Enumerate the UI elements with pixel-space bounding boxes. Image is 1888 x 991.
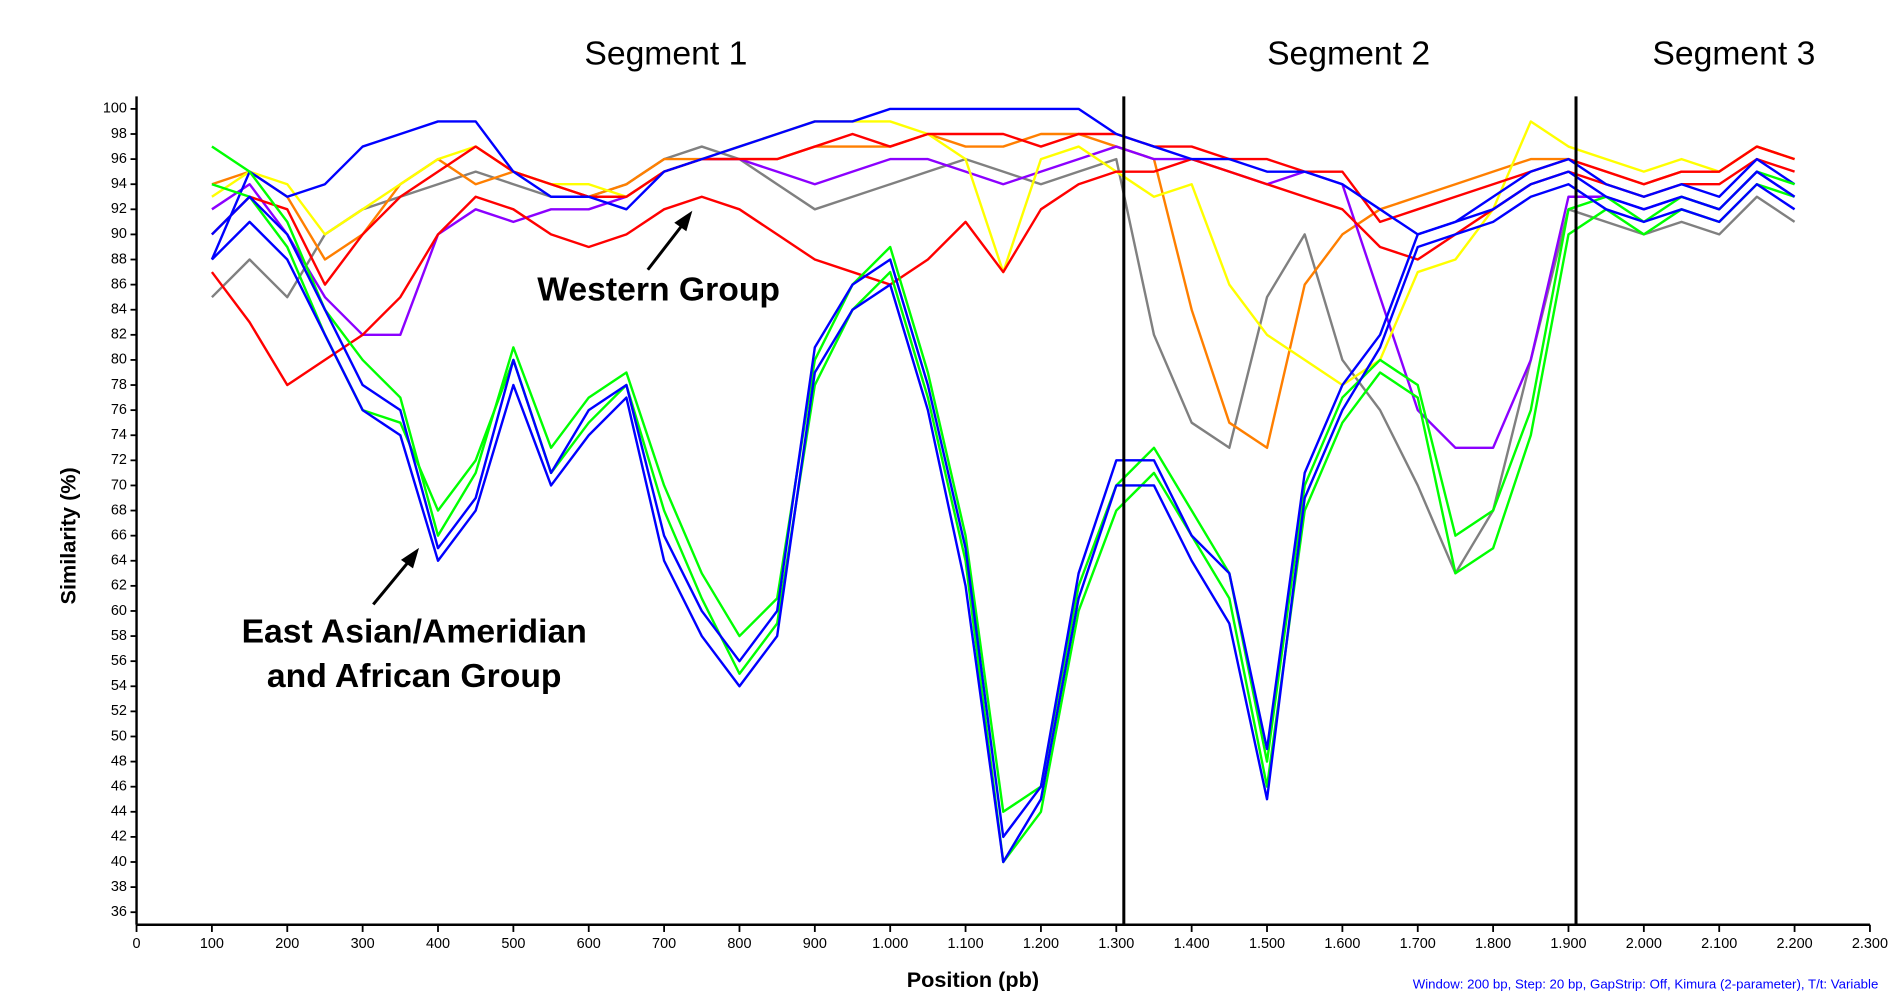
x-tick-label: 1.700 [1400,936,1436,952]
series-line [211,145,1795,813]
y-tick-label: 54 [111,678,127,694]
y-tick-label: 96 [111,151,127,167]
series-line [211,183,1796,864]
y-tick-label: 56 [111,653,127,669]
annotation-arrow [372,555,415,606]
annotation: East Asian/Ameridian [242,612,587,650]
x-tick-label: 1.500 [1249,936,1285,952]
segment-label: Segment 3 [1652,34,1815,72]
x-tick-label: 400 [426,936,450,952]
y-tick-label: 44 [111,804,127,820]
y-tick-label: 50 [111,728,127,744]
series-line [210,107,1796,260]
x-tick-label: 1.300 [1098,936,1134,952]
annotation-arrowhead [674,210,693,232]
x-tick-label: 1.600 [1324,936,1360,952]
x-tick-label: 2.200 [1777,936,1813,952]
x-tick-label: 1.800 [1475,936,1511,952]
annotation: and African Group [267,657,562,695]
y-axis-label: Similarity (%) [56,467,81,604]
y-tick-label: 76 [111,402,127,418]
x-tick-label: 1.400 [1174,936,1210,952]
y-tick-label: 40 [111,854,127,870]
x-tick-label: 100 [200,936,224,952]
y-tick-label: 72 [111,452,127,468]
x-tick-label: 1.100 [947,936,983,952]
y-tick-label: 86 [111,276,127,292]
annotations: Western Group East Asian/Ameridian and A… [242,210,780,695]
x-tick-label: 600 [577,936,601,952]
x-tick-label: 300 [351,936,375,952]
x-tick-label: 700 [652,936,676,952]
series-line [211,145,1796,449]
x-tick-label: 2.000 [1626,936,1662,952]
y-tick-label: 46 [111,778,127,794]
x-axis-label: Position (pb) [907,967,1039,991]
y-tick-label: 90 [111,226,127,242]
x-tick-label: 1.900 [1550,936,1586,952]
y-tick-label: 38 [111,879,127,895]
segment-label: Segment 1 [584,34,747,72]
y-tick-label: 66 [111,527,127,543]
x-tick-label: 200 [275,936,299,952]
series-line [211,132,1795,449]
y-tick-label: 58 [111,628,127,644]
y-tick-label: 80 [111,352,127,368]
x-tick-label: 500 [501,936,525,952]
y-tick-label: 42 [111,829,127,845]
y-tick-label: 100 [103,101,127,117]
y-tick-label: 60 [111,603,127,619]
footnote: Window: 200 bp, Step: 20 bp, GapStrip: O… [1413,976,1879,991]
y-tick-label: 84 [111,302,127,318]
series-line [211,145,1796,575]
series-line [211,183,1795,864]
annotation: Western Group [537,270,780,308]
x-tick-label: 1.000 [872,936,908,952]
y-tick-label: 74 [111,427,127,443]
y-tick-label: 94 [111,176,127,192]
y-tick-label: 62 [111,578,127,594]
y-tick-label: 98 [111,126,127,142]
x-tick-label: 900 [803,936,827,952]
y-tick-label: 64 [111,553,127,569]
x-tick-label: 800 [727,936,751,952]
series-line [211,170,1796,839]
y-tick-label: 88 [111,251,127,267]
plot-area: 36 38 40 42 44 46 48 50 52 54 56 58 60 62 64 66 68 70 72 74… [103,96,1888,952]
segment-label: Segment 2 [1267,34,1430,72]
y-tick-label: 36 [111,904,127,920]
y-tick-label: 68 [111,502,127,518]
y-tick-label: 82 [111,327,127,343]
y-tick-label: 78 [111,377,127,393]
x-tick-label: 2.100 [1701,936,1737,952]
y-tick-label: 92 [111,201,127,217]
y-tick-label: 70 [111,477,127,493]
x-tick-label: 1.200 [1023,936,1059,952]
y-tick-label: 48 [111,753,127,769]
x-tick-label: 2.300 [1852,936,1888,952]
y-tick-label: 52 [111,703,127,719]
x-tick-label: 0 [133,936,141,952]
